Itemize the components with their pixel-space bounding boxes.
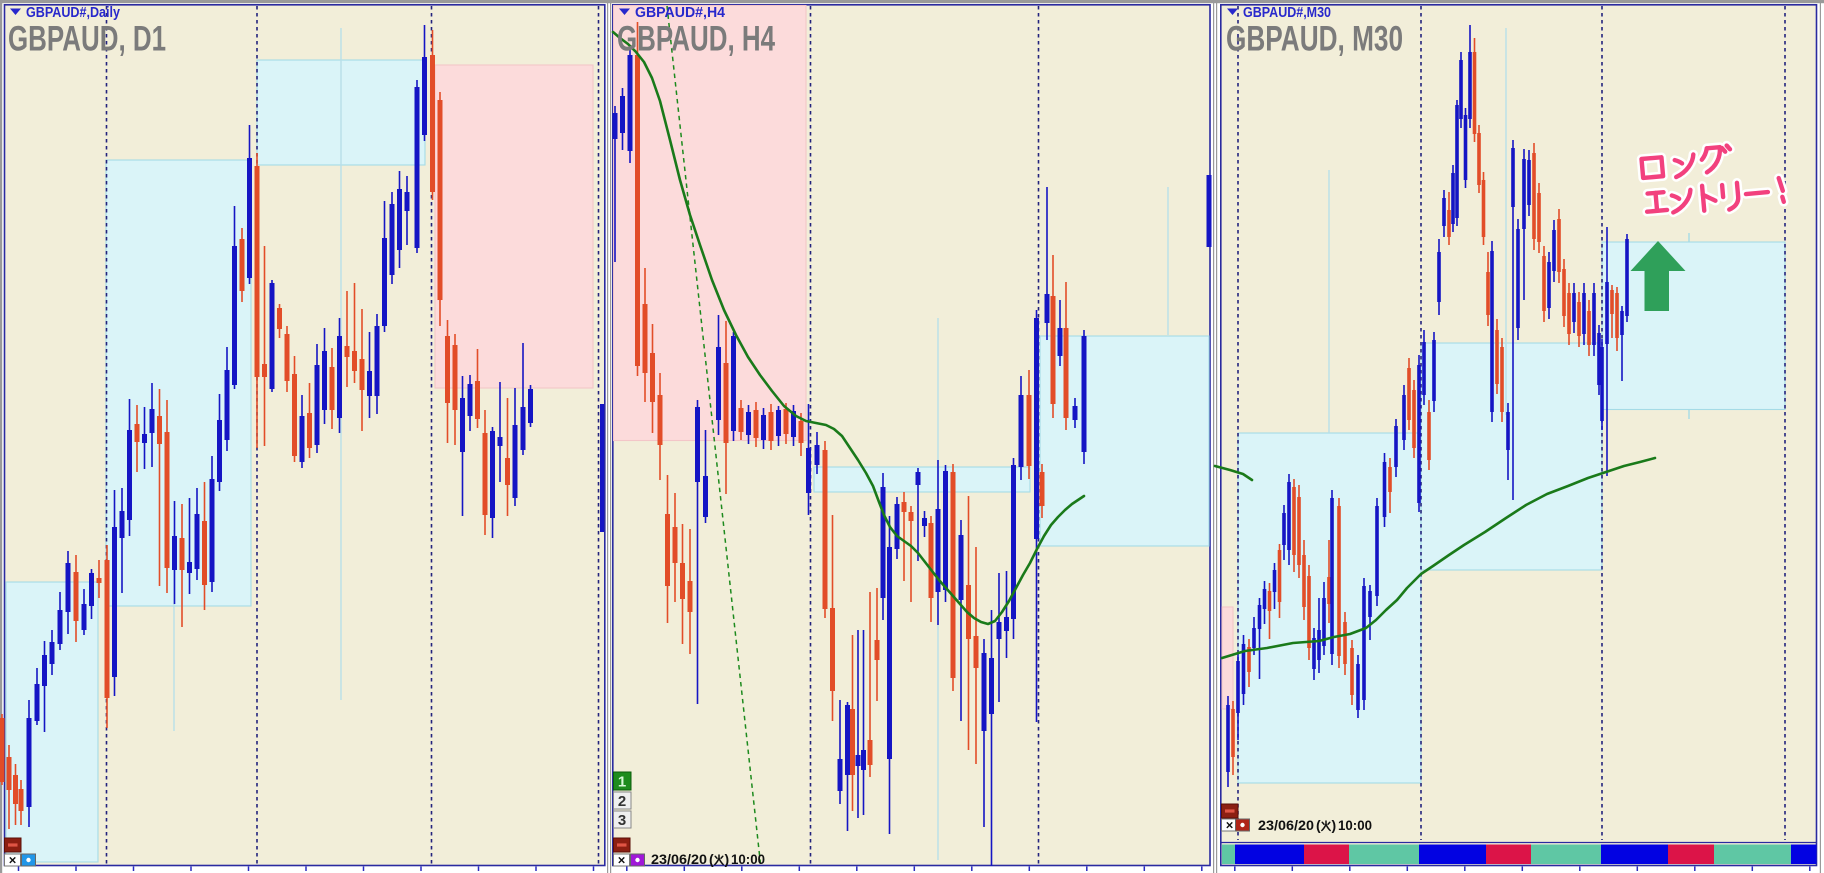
svg-text:3: 3: [618, 812, 626, 829]
svg-text:23/06/20: 23/06/20: [651, 851, 707, 867]
svg-text:GBPAUD#,Daily: GBPAUD#,Daily: [26, 5, 120, 21]
svg-text:GBPAUD, M30: GBPAUD, M30: [1226, 20, 1403, 59]
svg-text:(: (: [709, 851, 714, 867]
svg-text:): ): [725, 851, 730, 867]
svg-text:GBPAUD, D1: GBPAUD, D1: [8, 20, 166, 59]
svg-text:23/06/20: 23/06/20: [1258, 817, 1314, 833]
svg-text:GBPAUD#,M30: GBPAUD#,M30: [1243, 5, 1331, 21]
svg-text:×: ×: [9, 853, 17, 868]
svg-text:×: ×: [618, 853, 626, 868]
svg-text:×: ×: [1226, 818, 1234, 833]
svg-text:1: 1: [618, 774, 626, 791]
svg-text:GBPAUD, H4: GBPAUD, H4: [617, 20, 775, 59]
svg-text:): ): [1332, 817, 1337, 833]
svg-text:2: 2: [618, 793, 626, 810]
svg-text:(: (: [1316, 817, 1321, 833]
svg-text:10:00: 10:00: [731, 851, 765, 867]
svg-text:10:00: 10:00: [1338, 817, 1372, 833]
svg-text:GBPAUD#,H4: GBPAUD#,H4: [635, 5, 725, 21]
